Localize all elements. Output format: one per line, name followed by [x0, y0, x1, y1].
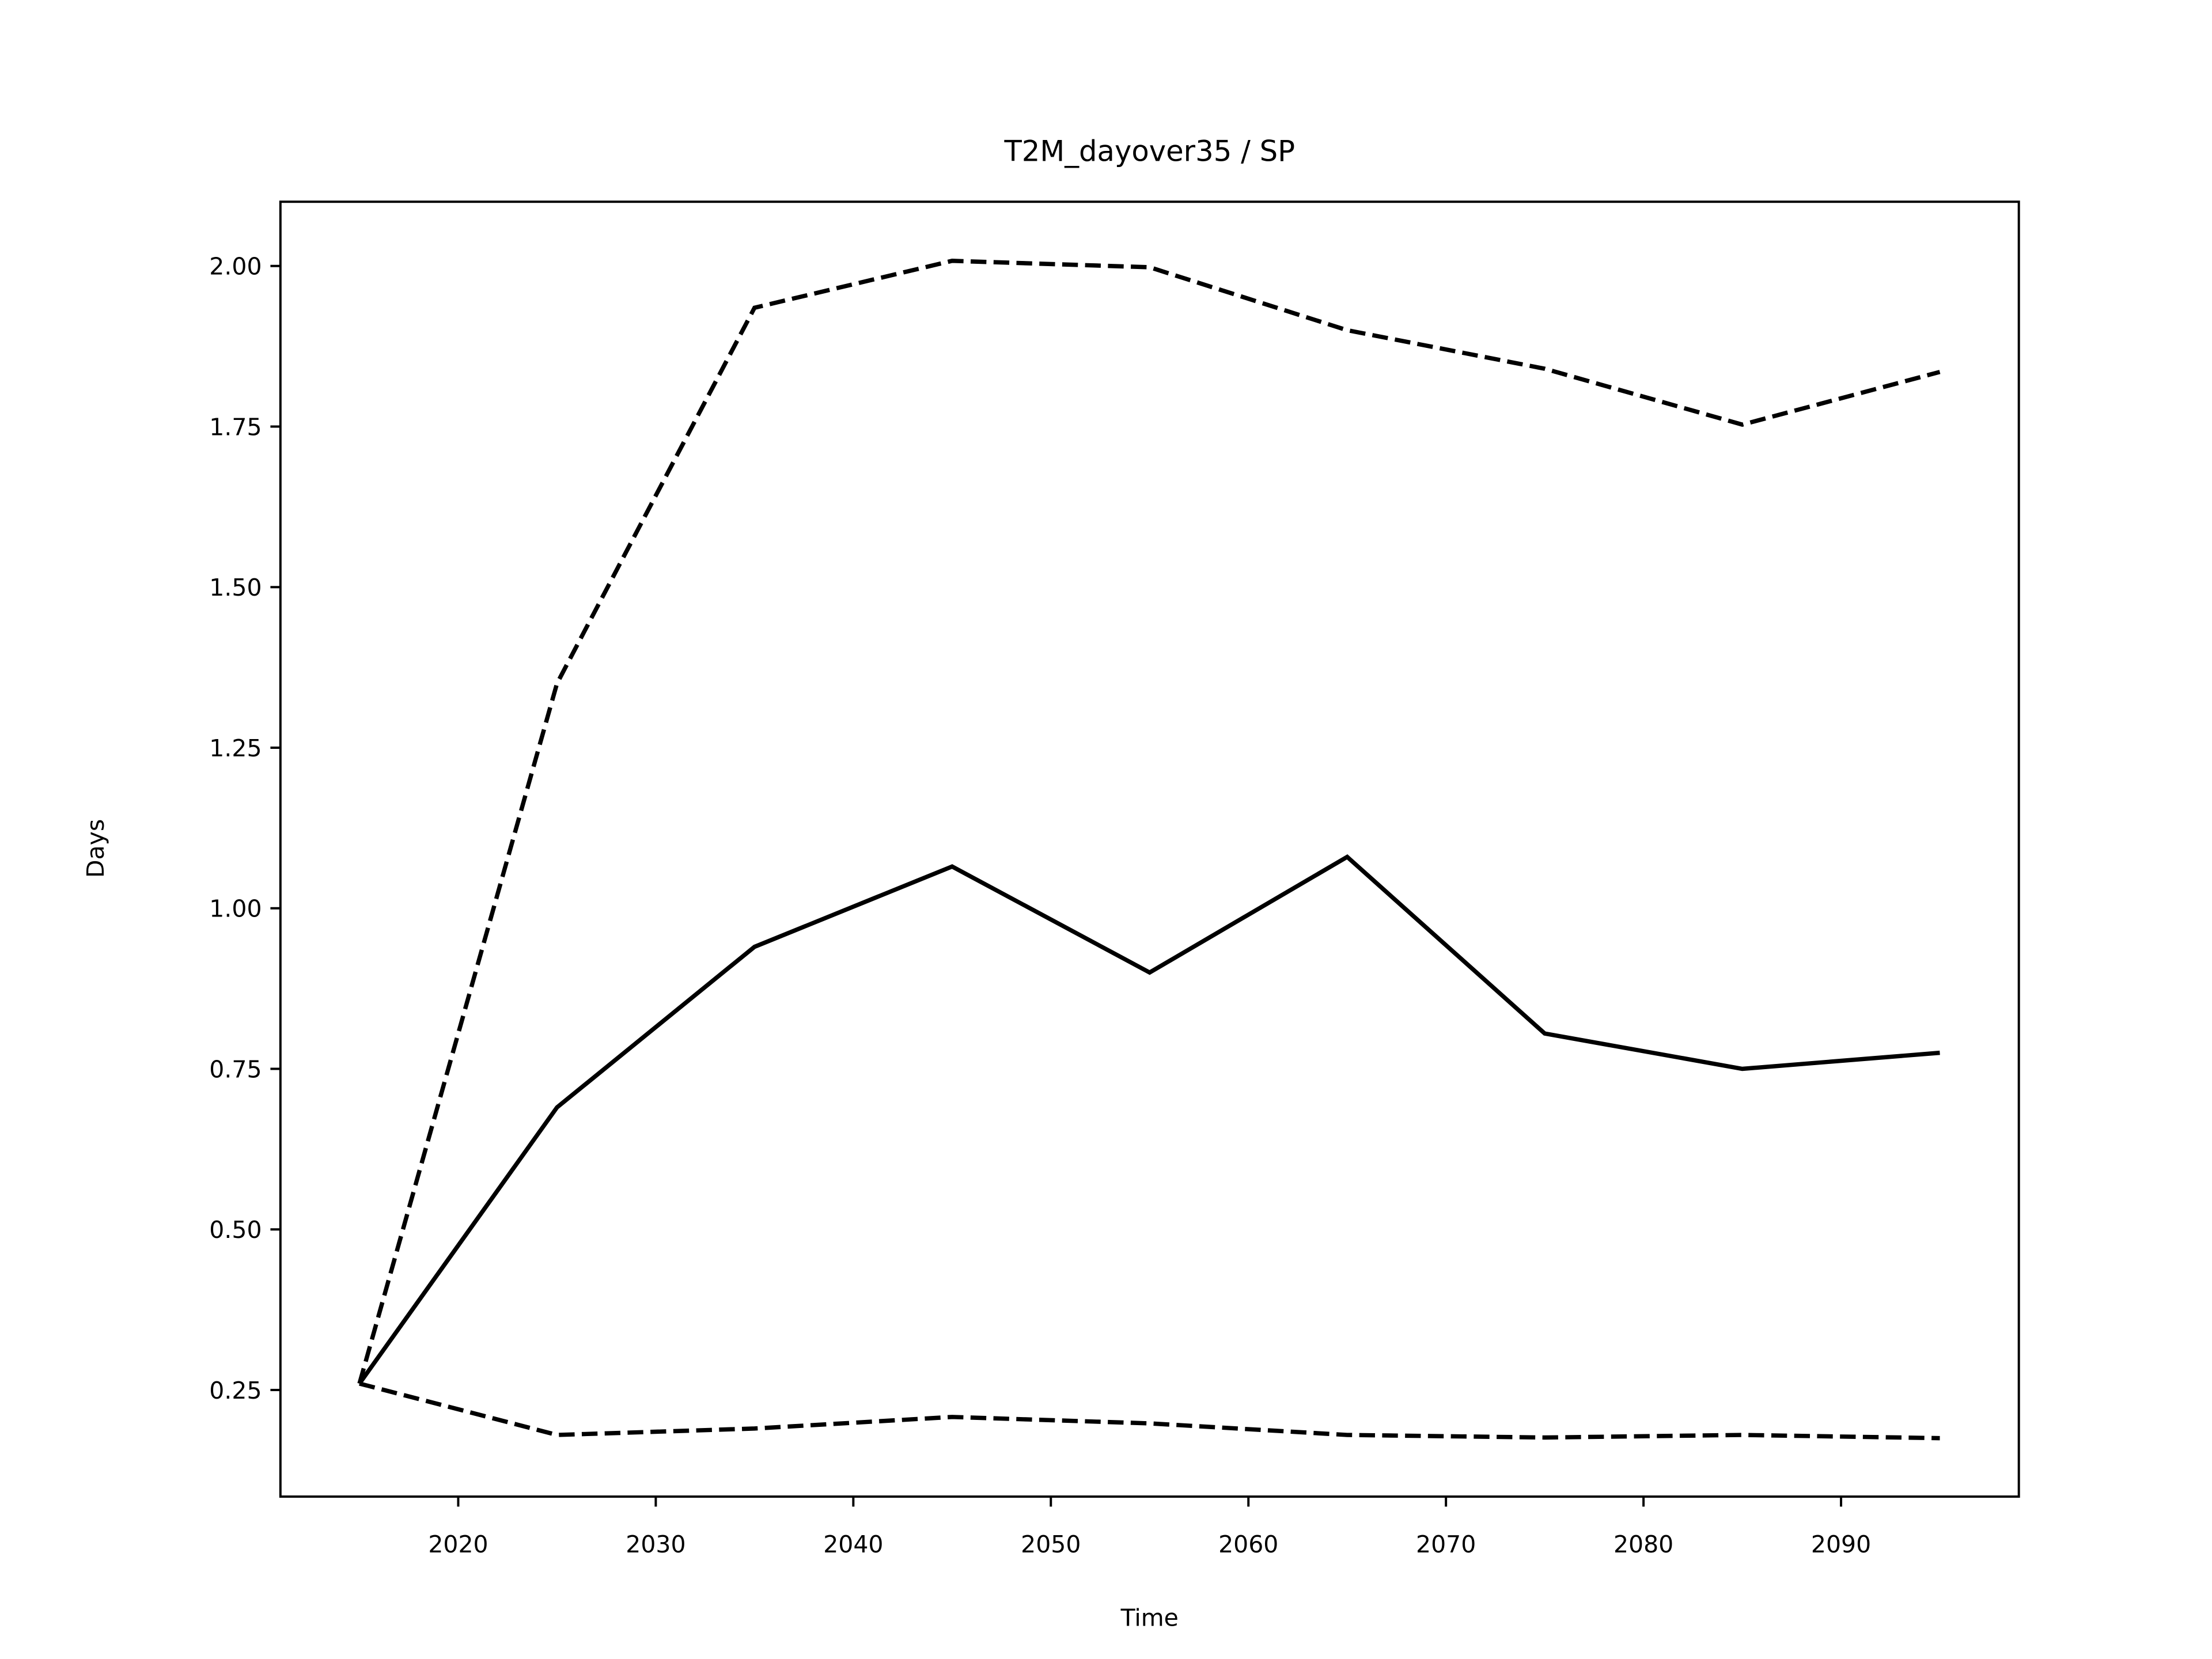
y-axis-label: Days	[82, 819, 109, 878]
x-tick-label: 2040	[823, 1531, 883, 1558]
chart-title: T2M_dayover35 / SP	[1003, 134, 1295, 168]
y-tick-label: 1.00	[209, 895, 262, 923]
x-axis-label: Time	[1120, 1604, 1179, 1632]
x-tick-label: 2020	[428, 1531, 488, 1558]
x-tick-label: 2070	[1416, 1531, 1476, 1558]
series-line	[357, 259, 1941, 1384]
plot-frame	[279, 200, 2020, 1498]
x-tick-label: 2030	[626, 1531, 685, 1558]
x-tick-label: 2050	[1021, 1531, 1081, 1558]
x-tick-label: 2090	[1811, 1531, 1871, 1558]
y-tick-label: 1.50	[209, 574, 262, 601]
y-tick-label: 1.75	[209, 413, 262, 441]
y-tick-label: 0.25	[209, 1377, 262, 1404]
y-tick-label: 1.25	[209, 734, 262, 762]
series-line	[359, 1381, 1940, 1441]
y-tick-label: 2.00	[209, 253, 262, 281]
y-tick-label: 0.75	[209, 1055, 262, 1083]
x-tick-label: 2080	[1613, 1531, 1673, 1558]
x-tick-label: 2060	[1218, 1531, 1278, 1558]
y-tick-label: 0.50	[209, 1216, 262, 1244]
series-line	[357, 854, 1940, 1385]
